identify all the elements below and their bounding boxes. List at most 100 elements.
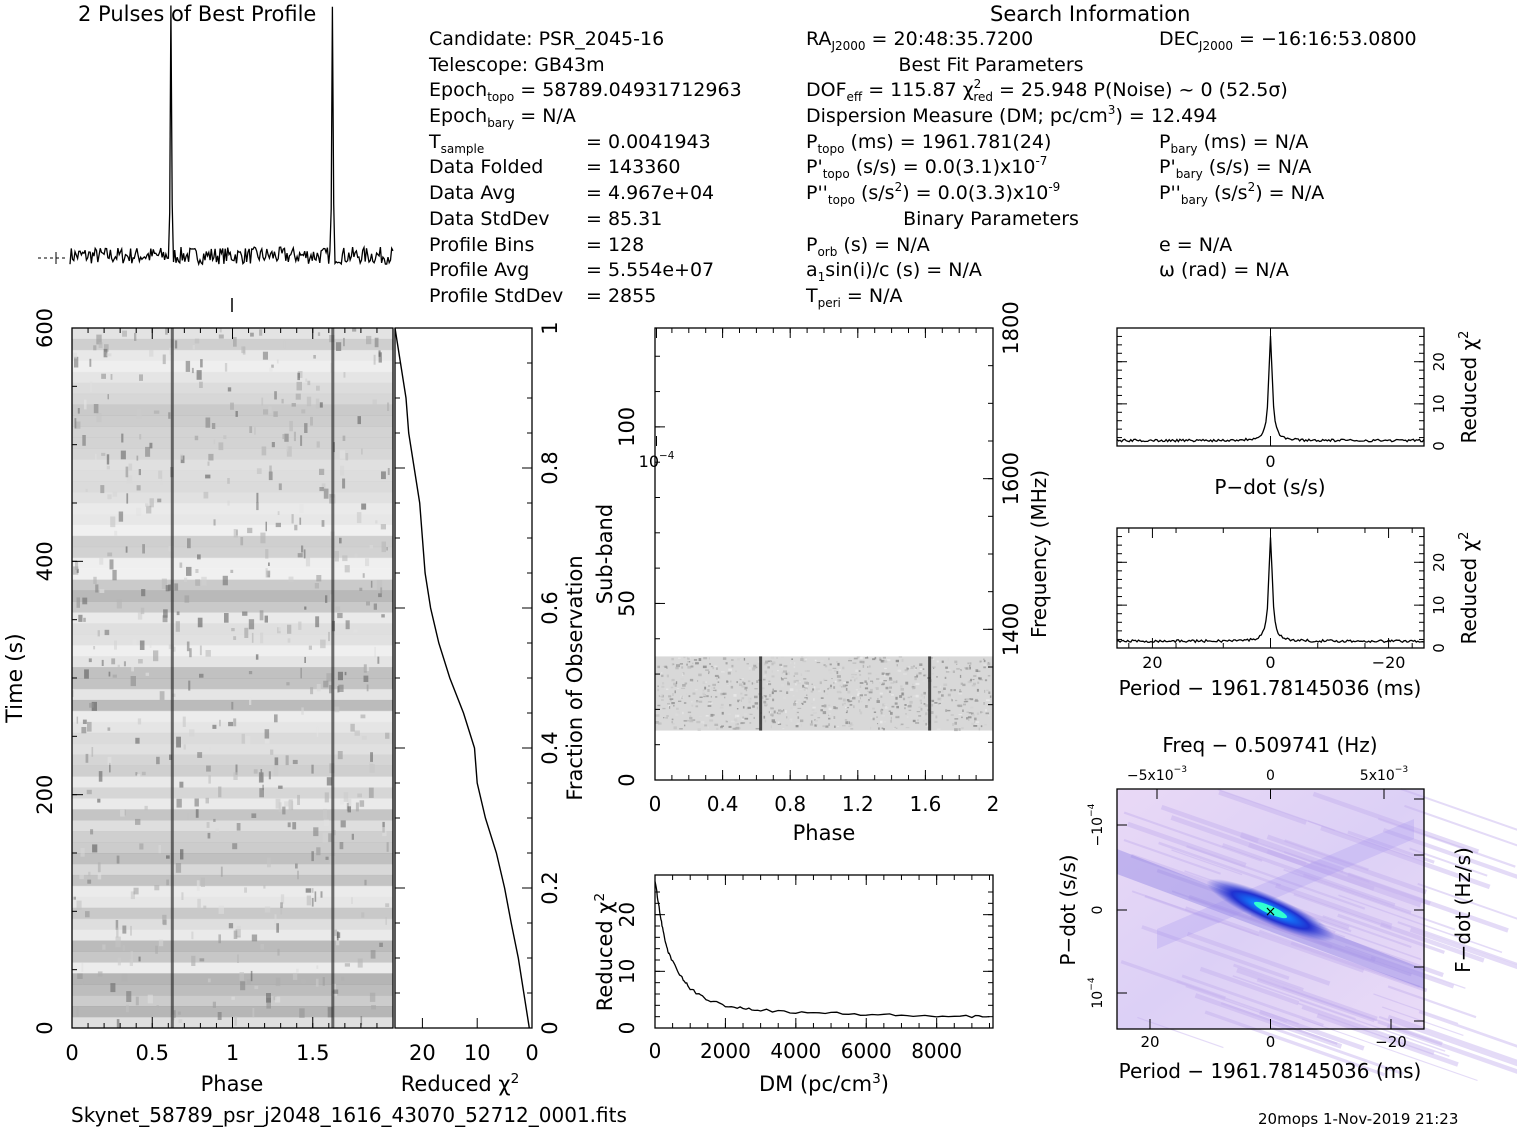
heatmap-cell	[366, 684, 369, 692]
band-cell	[829, 672, 833, 674]
band-cell	[791, 658, 793, 660]
band-cell	[849, 722, 853, 726]
band-cell	[890, 719, 892, 723]
band-cell	[859, 711, 863, 715]
band-cell	[883, 660, 888, 663]
band-cell	[695, 701, 700, 703]
heatmap-cell	[304, 606, 307, 610]
heatmap-cell	[337, 751, 343, 760]
heatmap-cell	[187, 813, 189, 820]
band-cell	[841, 686, 843, 688]
band-cell	[721, 711, 724, 715]
band-cell	[666, 715, 669, 717]
band-cell	[964, 698, 967, 701]
band-cell	[842, 666, 845, 670]
heatmap-cell	[206, 822, 210, 828]
heatmap-cell	[112, 491, 118, 497]
band-cell	[853, 657, 858, 660]
band-cell	[983, 663, 987, 667]
band-cell	[910, 717, 912, 719]
band-cell	[954, 721, 957, 725]
band-cell	[715, 696, 718, 698]
heatmap-row	[72, 634, 393, 646]
heatmap-cell	[280, 906, 283, 915]
heatmap-cell	[107, 394, 109, 400]
band-cell	[969, 665, 971, 668]
heatmap-cell	[159, 691, 165, 700]
heatmap-cell	[231, 701, 234, 710]
band-cell	[850, 728, 854, 730]
band-cell	[722, 657, 727, 660]
heatmap-cell	[227, 387, 232, 392]
heatmap-cell	[359, 587, 363, 591]
heatmap-cell	[345, 453, 349, 461]
heatmap-cell	[323, 808, 327, 819]
heatmap-cell	[280, 894, 285, 904]
band-cell	[712, 683, 716, 686]
band-cell	[879, 720, 883, 724]
heatmap-cell	[117, 957, 121, 966]
heatmap-cell	[224, 613, 229, 623]
heatmap-cell	[93, 404, 99, 414]
heatmap-cell	[317, 332, 321, 336]
colormap-streak	[1266, 834, 1427, 895]
colormap-streak	[1318, 922, 1422, 961]
heatmap-cell	[274, 391, 277, 400]
heatmap-cell	[99, 589, 105, 593]
heatmap-cell	[304, 423, 308, 433]
band-cell	[951, 698, 953, 702]
colormap-streak	[1233, 963, 1304, 991]
band-cell	[727, 676, 730, 680]
band-cell	[925, 702, 929, 705]
colormap-streak	[1123, 838, 1221, 875]
band-cell	[895, 715, 900, 719]
heatmap-cell	[122, 945, 125, 951]
x-tick-label: 1.5	[296, 1041, 329, 1065]
band-cell	[854, 677, 858, 680]
band-cell	[809, 723, 814, 726]
heatmap-cell	[260, 532, 266, 544]
band-cell	[807, 670, 810, 672]
band-cell	[707, 726, 709, 729]
band-cell	[655, 714, 660, 717]
heatmap-cell	[136, 334, 139, 338]
band-cell	[855, 669, 859, 672]
band-cell	[753, 683, 756, 685]
heatmap-cell	[386, 842, 389, 852]
heatmap-cell	[242, 346, 246, 355]
heatmap-cell	[327, 1007, 333, 1018]
band-cell	[845, 684, 848, 687]
band-cell	[839, 684, 841, 687]
band-cell	[698, 715, 702, 718]
band-cell	[691, 704, 694, 707]
band-cell	[877, 724, 881, 727]
heatmap-cell	[72, 690, 74, 697]
band-cell	[959, 670, 962, 672]
band-cell	[685, 693, 688, 695]
ra-line: RAJ2000 = 20:48:35.7200	[806, 28, 1034, 53]
band-cell	[740, 722, 744, 725]
y-axis-label: Reduced χ2	[1457, 532, 1481, 645]
band-cell	[872, 681, 874, 684]
heatmap-cell	[370, 950, 376, 959]
heatmap-cell	[116, 599, 122, 609]
heatmap-cell	[316, 726, 319, 737]
heatmap-cell	[368, 787, 374, 798]
heatmap-cell	[316, 847, 321, 856]
band-cell	[975, 721, 980, 723]
band-cell	[958, 693, 963, 695]
heatmap-cell	[386, 547, 388, 551]
band-cell	[832, 667, 837, 669]
heatmap-cell	[233, 529, 238, 538]
y-tick-label: 0	[615, 773, 639, 786]
band-cell	[829, 663, 832, 666]
heatmap-cell	[162, 615, 168, 623]
band-cell	[770, 713, 774, 717]
y-tick-label: 0	[538, 1021, 562, 1034]
band-cell	[690, 701, 693, 703]
heatmap-cell	[203, 905, 207, 909]
band-cell	[763, 695, 765, 699]
info-left-row: Epochtopo = 58789.04931712963	[429, 79, 742, 105]
x-tick-label: −20	[1372, 653, 1406, 672]
heatmap-cell	[267, 857, 271, 868]
